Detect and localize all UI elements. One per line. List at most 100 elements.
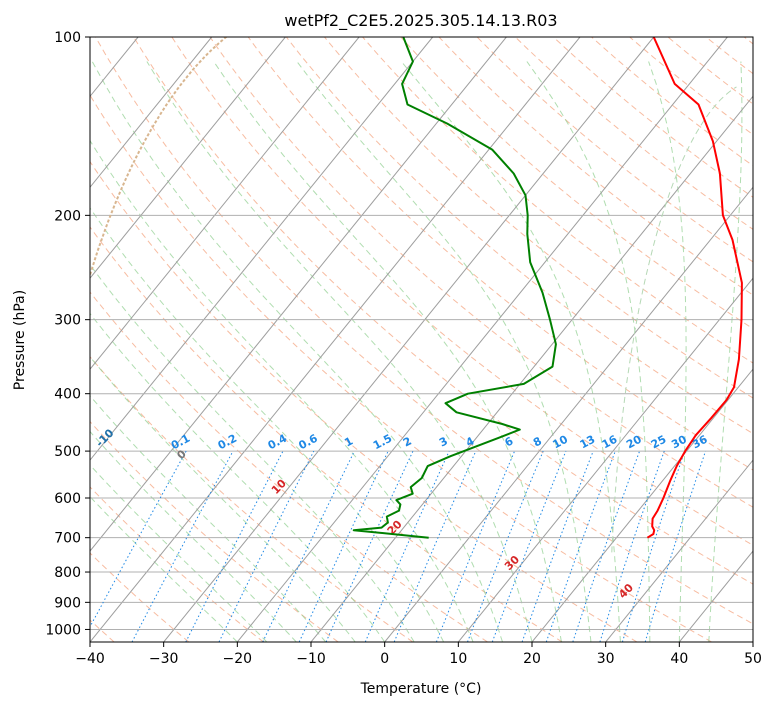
mixing-ratio-label: 0.2 [216,432,239,453]
mixing-ratio-labels: 0.1 0.2 0.4 0.6 1 1.5 2 3 4 6 8 10 13 16 20 25 30 36 [169,432,710,453]
mixing-ratio-line [298,450,389,642]
y-axis: 100 200 300 400 500 600 700 800 900 1000 [45,30,90,638]
x-tick-label: −20 [223,651,253,667]
dry-adiabats [90,37,753,642]
dry-adiabat-line [362,37,753,364]
dry-adiabat-line [209,37,753,508]
x-tick-label: −30 [149,651,179,667]
mixing-ratio-label: 1 [342,434,355,449]
mixing-ratio-line [435,450,516,642]
mixing-ratio-label: 20 [624,433,644,452]
mixing-ratio-label: 13 [578,433,598,452]
dry-adiabat-line [591,37,753,167]
y-tick-label: 400 [54,387,81,403]
isotherm-line [236,37,728,642]
isotherm-line [90,37,213,189]
mixing-ratio-line [218,450,315,642]
moist-adiabat-line [213,61,562,642]
temperature-trace [646,37,743,539]
dry-adiabat-line [171,37,753,546]
mixing-ratio-label: 0.4 [266,432,290,453]
isobar-gridlines [90,37,753,630]
isotherm-line [310,95,753,642]
dry-adiabat-line [667,37,753,105]
mixing-ratio-label: 10 [550,433,570,452]
moist-adiabat-line [90,395,327,642]
y-tick-label: 700 [54,531,81,547]
dry-adiabat-line [90,355,414,642]
dry-adiabat-line [95,37,753,625]
isotherm-line [90,37,581,642]
x-tick-label: 20 [523,651,541,667]
x-tick-label: −10 [296,651,326,667]
dry-adiabat-line [90,291,488,642]
moist-adiabat-line [648,61,687,642]
dry-adiabat-line [553,37,753,198]
adiabat-label: -20 [15,404,38,427]
isotherm-line [90,37,360,370]
moist-adiabat-line [90,430,297,642]
dry-adiabat-line [90,420,339,642]
x-axis-title: Temperature (°C) [360,681,482,697]
mixing-ratio-line [599,450,665,642]
x-axis: −40 −30 −20 −10 0 10 20 30 40 50 [75,642,762,667]
y-tick-label: 200 [54,208,81,224]
y-tick-label: 600 [54,491,81,507]
moist-adiabat-line [90,207,445,642]
isotherm-line [0,37,64,642]
mixing-ratio-line [467,450,544,642]
mixing-ratio-label: 16 [600,433,620,452]
lcl-curve-line [90,37,228,279]
isotherm-line [605,459,753,642]
dry-adiabat-line [285,37,753,435]
mixing-ratio-label: 2 [401,434,414,449]
dry-adiabat-line [438,37,753,296]
mixing-ratio-line [90,450,187,628]
skewed-isotherms [0,37,753,642]
x-tick-label: 30 [597,651,615,667]
mixing-ratio-label: 30 [669,433,689,452]
moist-adiabat-line [91,61,503,642]
plot-frame [89,36,754,643]
mixing-ratio-line [572,450,641,642]
mixing-ratio-lines [90,450,706,642]
mixing-ratio-label: 36 [690,433,710,452]
mixing-ratio-line [262,450,355,642]
isotherm-line [90,37,507,552]
mixing-ratio-line [621,450,686,642]
y-tick-label: 1000 [45,622,81,638]
isotherm-line [90,37,434,461]
mixing-ratio-line [393,450,477,642]
isotherm-line [457,277,753,642]
chart-title: wetPf2_C2E5.2025.305.14.13.R03 [284,11,557,31]
dewpoint-trace [352,37,557,539]
moist-adiabats [90,61,743,642]
moist-adiabat-line [90,139,474,642]
mixing-ratio-line [644,450,706,642]
x-tick-label: 40 [670,651,688,667]
dry-adiabat-line [743,37,753,45]
sounding-traces [352,37,743,539]
y-axis-title: Pressure (hPa) [12,290,28,390]
y-tick-label: 300 [54,313,81,329]
mixing-ratio-line [521,450,594,642]
x-tick-label: 10 [449,651,467,667]
lcl-curve [90,37,737,553]
dry-adiabat-line [400,37,753,330]
x-tick-label: 0 [380,651,389,667]
moist-adiabat-line [401,61,621,642]
y-tick-label: 800 [54,565,81,581]
moist-adiabat-line [90,495,238,642]
isotherm-line [90,37,286,280]
dry-adiabat-line [514,37,753,230]
moist-adiabat-line [296,61,592,642]
dry-adiabat-line [90,486,264,642]
dry-adiabat-line [90,94,712,642]
dry-adiabat-line [247,37,753,471]
mixing-ratio-line [545,450,616,642]
moist-adiabat-line [146,61,533,642]
x-tick-label: −40 [75,651,105,667]
isotherm-line [531,368,753,642]
